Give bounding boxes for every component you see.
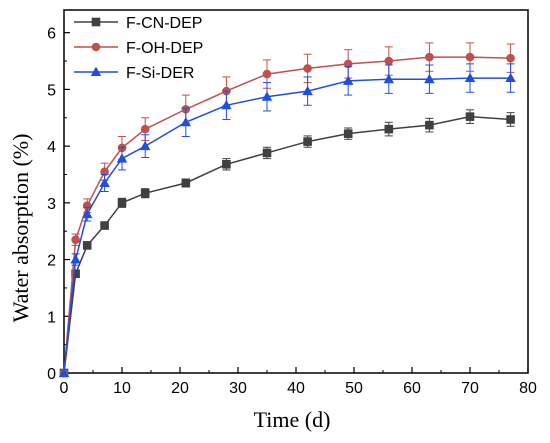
data-point (506, 115, 515, 124)
data-point (181, 178, 191, 188)
x-tick-label: 0 (60, 380, 69, 397)
data-point (464, 72, 476, 83)
data-point (425, 52, 434, 62)
data-point (424, 73, 435, 84)
x-tick-label: 10 (113, 380, 131, 397)
data-point (384, 124, 394, 134)
y-tick-label: 3 (47, 196, 56, 213)
y-tick-label: 5 (47, 82, 56, 99)
x-tick-label: 60 (403, 380, 421, 397)
legend-item: F-CN-DEP (74, 15, 202, 32)
data-point (82, 241, 92, 250)
y-tick-label: 0 (47, 366, 56, 383)
x-tick-label: 70 (461, 380, 479, 397)
x-axis-title: Time (d) (254, 407, 331, 432)
y-tick-label: 2 (47, 253, 56, 270)
data-point (58, 367, 70, 377)
data-point (99, 177, 110, 187)
data-point (506, 53, 515, 63)
data-point (342, 75, 354, 85)
legend-label: F-Si-DER (126, 65, 194, 82)
data-point (91, 42, 101, 52)
data-point (384, 56, 394, 66)
data-point (465, 112, 475, 121)
x-tick-label: 80 (519, 380, 537, 397)
legend: F-CN-DEP F-OH-DEP F-Si-DER (74, 15, 203, 82)
data-point (302, 85, 313, 96)
data-point (70, 254, 81, 264)
data-point (262, 69, 272, 79)
x-tick-label: 20 (171, 380, 189, 397)
data-point (261, 91, 273, 101)
data-point (140, 188, 150, 198)
y-tick-label: 6 (47, 26, 56, 43)
y-tick-label: 1 (47, 309, 56, 326)
data-point (343, 129, 353, 138)
data-point (90, 66, 102, 76)
data-point (100, 221, 109, 230)
series-line (63, 115, 511, 374)
y-axis-title: Water absorption (%) (8, 134, 33, 323)
data-point (140, 124, 150, 134)
data-point (81, 208, 93, 219)
x-tick-label: 40 (287, 380, 305, 397)
data-point (303, 64, 312, 73)
legend-item: F-Si-DER (74, 65, 194, 82)
series-f-oh-dep (59, 42, 515, 378)
data-point (383, 73, 395, 84)
data-point (91, 17, 101, 27)
series-layer (58, 42, 516, 378)
data-point (180, 116, 192, 127)
y-axis: 0 1 2 3 4 5 6 (47, 26, 70, 383)
data-point (139, 140, 151, 151)
data-point (116, 153, 128, 163)
data-point (71, 269, 80, 279)
legend-item: F-OH-DEP (74, 40, 203, 57)
series-line (63, 56, 511, 374)
data-point (71, 235, 80, 245)
series-f-cn-dep (59, 109, 515, 378)
data-point (117, 198, 127, 208)
x-tick-label: 50 (345, 380, 363, 397)
data-point (465, 52, 475, 62)
data-point (221, 99, 232, 110)
data-point (505, 72, 516, 83)
data-point (303, 137, 312, 146)
series-f-si-der (58, 63, 516, 377)
x-axis: 0 10 20 30 40 50 60 70 80 (60, 367, 537, 397)
legend-label: F-OH-DEP (126, 40, 203, 57)
data-point (425, 120, 434, 130)
data-point (262, 148, 272, 158)
data-point (222, 159, 231, 169)
x-tick-label: 30 (229, 380, 247, 397)
legend-label: F-CN-DEP (126, 15, 202, 32)
y-tick-label: 4 (47, 139, 56, 156)
